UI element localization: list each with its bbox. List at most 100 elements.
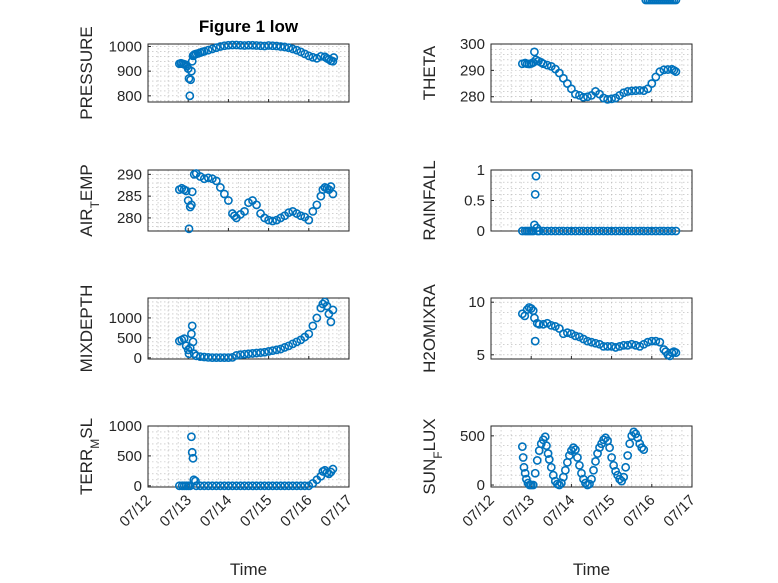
data-point (240, 206, 249, 216)
data-point (573, 453, 582, 462)
data-point (520, 468, 530, 478)
data-point (264, 215, 273, 225)
data-series (517, 0, 681, 490)
data-point (635, 86, 645, 95)
data-point (256, 481, 265, 491)
data-point (211, 43, 221, 53)
data-point (232, 481, 241, 491)
y-tick-label: 280 (117, 210, 142, 227)
data-point (587, 474, 596, 484)
data-point (564, 451, 574, 460)
data-point (215, 42, 225, 51)
data-point (184, 74, 194, 83)
data-point (252, 348, 261, 358)
data-point (530, 468, 540, 478)
y-tick-label: 290 (117, 166, 142, 183)
data-point (183, 345, 193, 355)
data-point (647, 336, 657, 346)
data-point (211, 176, 221, 186)
data-point (232, 351, 241, 360)
data-point (583, 336, 592, 346)
y-axis-label: RAINFALL (420, 160, 439, 240)
data-point (223, 481, 233, 491)
data-point (667, 226, 677, 236)
data-point (603, 341, 612, 351)
data-point (530, 47, 539, 57)
subplot-h2omixra: 5 10 H2OMIXRA (420, 283, 693, 373)
axes-border (147, 169, 350, 232)
data-point (264, 347, 273, 356)
data-point (264, 481, 273, 491)
data-point (329, 53, 339, 62)
data-point (546, 462, 556, 472)
y-axis-label: TERRMSL (77, 418, 102, 495)
data-series (174, 297, 338, 363)
x-tick-label: 07/13 (156, 492, 195, 531)
data-point (542, 60, 552, 70)
data-point (256, 41, 265, 51)
data-point (562, 328, 572, 338)
data-point (188, 453, 198, 463)
data-point (538, 226, 548, 236)
data-point (199, 481, 209, 491)
data-point (575, 460, 584, 470)
data-point (671, 348, 681, 358)
y-tick-label: 0.5 (464, 193, 485, 210)
data-point (260, 347, 269, 357)
data-point (300, 481, 310, 491)
data-point (207, 44, 217, 54)
y-tick-label: 800 (117, 88, 142, 105)
data-point (558, 226, 568, 236)
data-point (635, 226, 645, 236)
data-point (526, 304, 536, 313)
y-tick-label: 500 (460, 428, 485, 445)
data-point (292, 481, 302, 491)
data-point (236, 350, 245, 360)
data-point (288, 481, 298, 491)
y-tick-label: 285 (117, 188, 142, 205)
data-point (623, 340, 633, 350)
data-point (187, 187, 197, 197)
data-point (623, 451, 633, 460)
data-point (228, 481, 237, 491)
x-tick-label: 07/15 (237, 492, 276, 531)
y-axis-label: SUNFLUX (420, 418, 445, 494)
data-point (611, 226, 621, 236)
y-axis-label: MIXDEPTH (77, 285, 96, 373)
data-point (607, 341, 616, 351)
data-point (528, 480, 538, 490)
data-point (223, 196, 233, 205)
data-point (615, 341, 625, 351)
data-point (203, 173, 213, 183)
data-point (203, 481, 213, 491)
data-point (260, 41, 269, 51)
y-tick-label: 1000 (109, 418, 142, 435)
data-point (623, 226, 633, 236)
y-tick-label: 0 (134, 478, 142, 495)
data-point (191, 351, 201, 361)
x-tick-label: 07/14 (540, 492, 579, 531)
data-point (188, 337, 198, 347)
data-point (611, 343, 621, 352)
data-point (530, 336, 540, 346)
data-point (240, 349, 249, 359)
data-point (304, 215, 314, 225)
data-point (195, 352, 205, 362)
data-point (651, 336, 661, 346)
y-tick-label: 280 (460, 89, 485, 106)
data-point (195, 481, 205, 491)
data-point (595, 226, 604, 236)
data-point (532, 456, 542, 465)
data-point (318, 185, 328, 195)
data-point (308, 206, 318, 216)
data-point (531, 171, 541, 181)
x-tick-label: 07/16 (620, 492, 659, 531)
data-point (304, 329, 314, 339)
data-point (219, 41, 229, 51)
data-point (268, 216, 278, 226)
data-point (207, 353, 217, 363)
data-point (671, 226, 681, 236)
data-point (643, 226, 653, 236)
data-point (248, 40, 257, 50)
